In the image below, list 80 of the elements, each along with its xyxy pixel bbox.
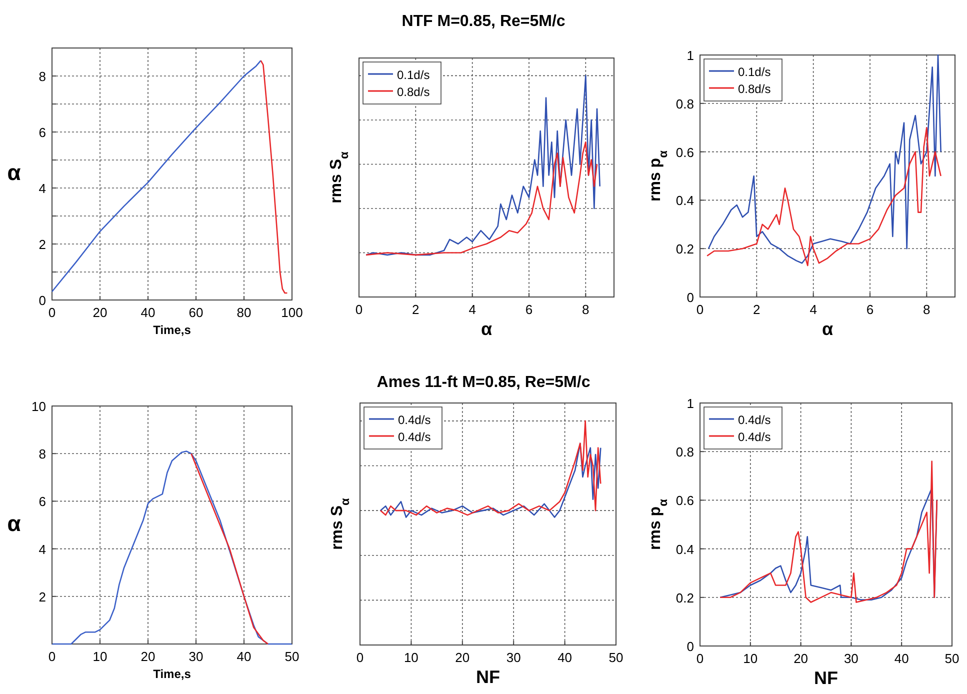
x-tick-label: 2	[412, 302, 420, 317]
legend-label: 0.4d/s	[398, 430, 431, 444]
y-tick-label: 0.4	[676, 542, 694, 557]
y-tick-label: 0.6	[676, 493, 694, 508]
y-axis-title: α	[7, 160, 22, 185]
y-tick-label: 0.4	[676, 193, 694, 208]
x-tick-label: 30	[844, 651, 858, 666]
y-tick-label: 0.8	[676, 444, 694, 460]
x-tick-label: 40	[236, 649, 252, 664]
x-tick-label: 10	[92, 649, 108, 664]
y-tick-label: 1	[686, 48, 694, 63]
x-tick-label: 0	[356, 650, 364, 665]
x-axis-title: NF	[476, 667, 500, 687]
x-tick-label: 30	[506, 650, 521, 665]
x-tick-label: 20	[794, 651, 808, 666]
y-tick-label: 2	[38, 237, 46, 252]
y-tick-label: 10	[32, 399, 46, 414]
x-tick-label: 0	[696, 651, 704, 666]
y-tick-label: 0.2	[676, 590, 694, 606]
line-series	[51, 450, 293, 645]
x-tick-label: 10	[743, 651, 758, 666]
x-tick-label: 20	[455, 650, 470, 665]
x-tick-label: 40	[140, 305, 156, 320]
y-tick-label: 1	[686, 396, 694, 411]
x-tick-label: 4	[810, 302, 817, 317]
line-series	[51, 60, 262, 292]
chart-title: Ames 11-ft M=0.85, Re=5M/c	[376, 374, 590, 391]
x-axis-title: Time,s	[153, 323, 192, 337]
legend-label: 0.1d/s	[738, 65, 771, 79]
line-series	[720, 460, 938, 603]
x-tick-label: 40	[558, 650, 572, 665]
x-tick-label: 0	[48, 305, 56, 320]
x-tick-label: 50	[944, 651, 960, 666]
x-tick-label: 60	[188, 305, 204, 320]
x-tick-label: 0	[696, 302, 704, 317]
x-tick-label: 20	[92, 305, 108, 320]
x-tick-label: 6	[866, 302, 874, 317]
x-tick-label: 8	[582, 302, 590, 317]
chart-title: NTF M=0.85, Re=5M/c	[402, 13, 566, 30]
x-tick-label: 8	[923, 302, 930, 317]
x-tick-label: 4	[468, 302, 476, 317]
y-tick-label: 4	[38, 181, 46, 196]
legend-label: 0.4d/s	[738, 430, 771, 444]
y-tick-label: 8	[38, 69, 46, 84]
line-series	[708, 54, 942, 264]
x-axis-title: NF	[814, 668, 838, 688]
line-series	[706, 126, 942, 266]
x-axis-title: α	[480, 319, 492, 339]
x-tick-label: 0	[355, 302, 363, 317]
x-tick-label: 100	[281, 305, 303, 320]
legend-label: 0.8d/s	[738, 82, 771, 96]
x-tick-label: 10	[404, 650, 418, 665]
x-axis-title: Time,s	[153, 667, 192, 681]
y-tick-label: 6	[38, 494, 46, 510]
y-tick-label: 8	[38, 446, 46, 462]
y-tick-label: 2	[38, 589, 46, 604]
x-tick-label: 50	[608, 650, 624, 665]
legend-label: 0.8d/s	[397, 85, 430, 99]
legend-label: 0.4d/s	[398, 413, 431, 427]
x-tick-label: 30	[188, 649, 204, 664]
y-tick-label: 0.6	[676, 144, 694, 160]
y-tick-label: 0.2	[676, 242, 694, 257]
y-tick-label: 0	[686, 290, 694, 305]
x-tick-label: 0	[48, 649, 56, 664]
y-tick-label: 0	[686, 639, 694, 654]
x-axis-title: α	[822, 319, 834, 339]
x-tick-label: 6	[525, 302, 533, 317]
x-tick-label: 40	[894, 651, 909, 666]
x-tick-label: 80	[236, 305, 252, 320]
x-tick-label: 2	[753, 302, 760, 317]
line-series	[260, 60, 288, 294]
y-tick-label: 4	[38, 542, 46, 557]
y-axis-title: α	[7, 511, 22, 536]
legend-label: 0.1d/s	[397, 68, 430, 82]
line-series	[190, 452, 269, 645]
y-tick-label: 6	[38, 125, 46, 140]
y-tick-label: 0.8	[676, 96, 694, 112]
x-tick-label: 50	[284, 649, 300, 664]
legend-label: 0.4d/s	[738, 413, 771, 427]
x-tick-label: 20	[140, 649, 156, 664]
